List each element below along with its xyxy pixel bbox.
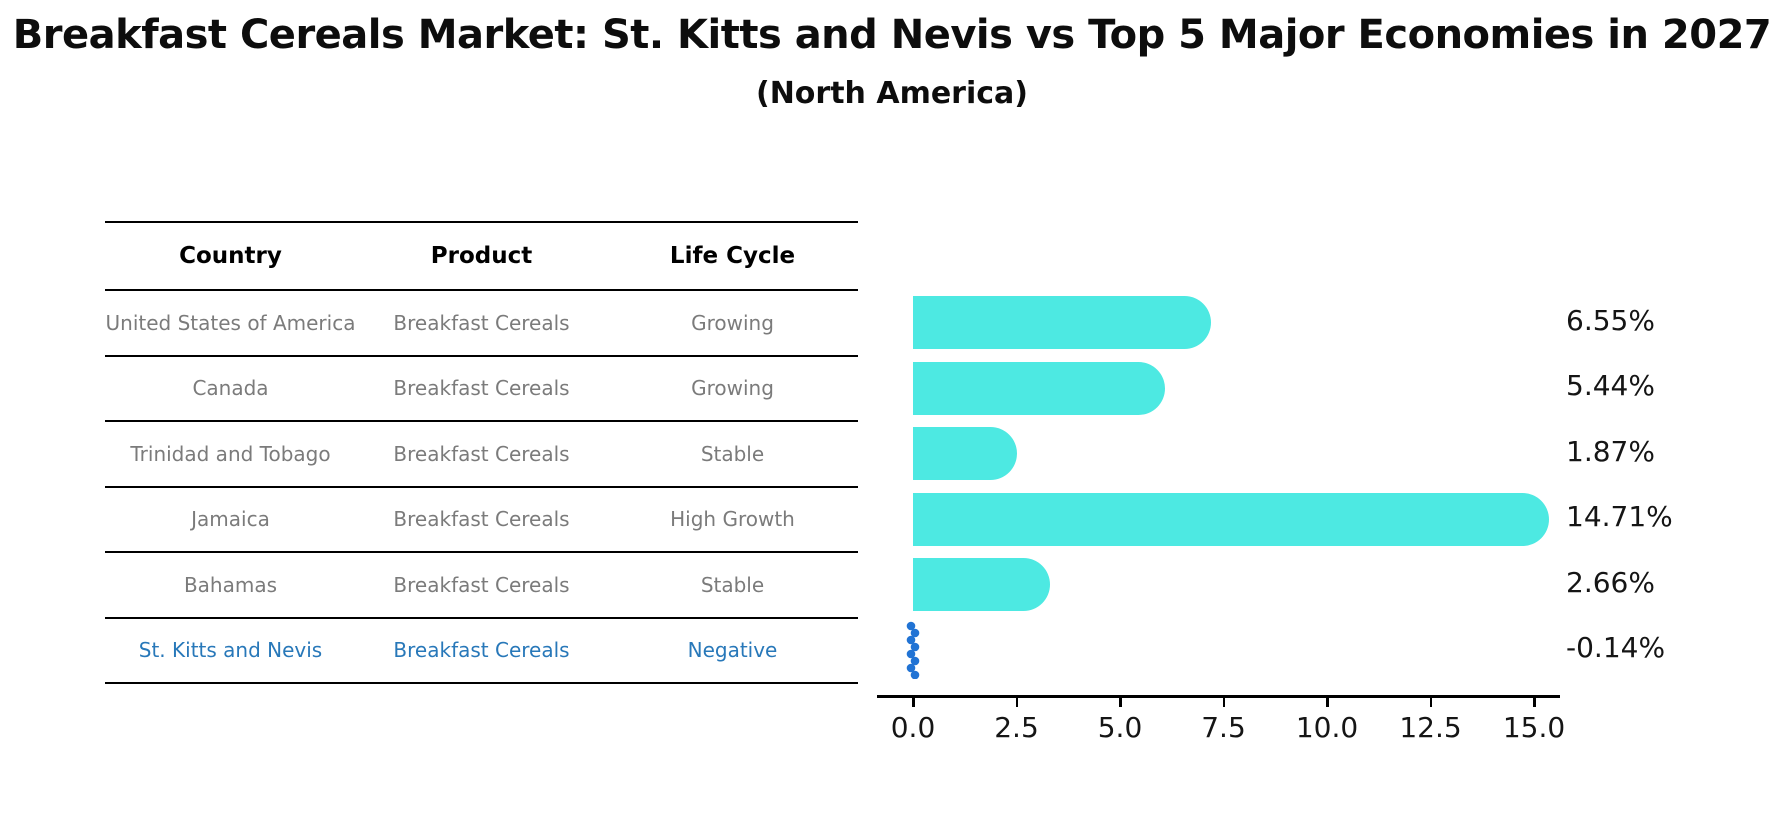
value-label: 2.66% <box>1566 565 1655 599</box>
cell-product: Breakfast Cereals <box>393 441 570 466</box>
table-rule <box>105 616 858 619</box>
x-axis-line <box>877 695 1560 698</box>
table-rule <box>105 354 858 357</box>
y-axis-tick <box>841 551 858 553</box>
table-row: Bahamas Breakfast Cereals Stable <box>105 552 858 618</box>
value-label: 14.71% <box>1566 500 1673 534</box>
x-axis-tick-label: 7.5 <box>1201 711 1246 744</box>
x-axis-tick-label: 0.0 <box>890 711 936 744</box>
y-axis-tick <box>841 682 858 684</box>
y-axis-tick <box>841 354 858 357</box>
bar-united-states-of-america <box>913 296 1212 350</box>
cell-product: Breakfast Cereals <box>393 507 570 532</box>
chart-subtitle: (North America) <box>755 76 1028 111</box>
x-axis-tick <box>1533 697 1536 707</box>
cell-product: Breakfast Cereals <box>393 310 570 335</box>
negative-value-marker <box>906 621 920 680</box>
cell-life-cycle: High Growth <box>670 507 795 532</box>
bar-canada <box>913 361 1166 415</box>
bar-trinidad-and-tobago <box>913 427 1018 481</box>
x-axis-tick <box>912 697 915 707</box>
x-axis-tick-label: 15.0 <box>1502 711 1566 744</box>
x-axis-tick <box>1015 697 1018 707</box>
y-axis-tick <box>841 289 858 291</box>
table-rule <box>105 551 858 553</box>
cell-life-cycle: Stable <box>700 441 765 466</box>
table-rule <box>105 289 858 291</box>
table-rule <box>105 485 858 488</box>
table-row: Jamaica Breakfast Cereals High Growth <box>105 487 858 553</box>
cell-product: Breakfast Cereals <box>393 572 570 597</box>
cell-life-cycle: Negative <box>687 638 778 663</box>
table-row: St. Kitts and Nevis Breakfast Cereals Nega… <box>105 618 858 684</box>
y-axis-tick <box>841 616 858 619</box>
cell-life-cycle: Stable <box>700 572 765 597</box>
cell-country: St. Kitts and Nevis <box>138 638 323 663</box>
value-label: 1.87% <box>1566 434 1655 468</box>
cell-country: Jamaica <box>191 507 270 532</box>
table-header-row: Country Product Life Cycle <box>105 222 858 290</box>
table-header-life-cycle: Life Cycle <box>669 243 796 269</box>
value-label: 6.55% <box>1566 303 1655 337</box>
x-axis-tick <box>1119 697 1122 707</box>
x-axis-tick-label: 10.0 <box>1295 711 1359 744</box>
table-row: United States of America Breakfast Cereal… <box>105 290 858 356</box>
bar-jamaica <box>913 492 1549 546</box>
table-header-country: Country <box>179 243 282 269</box>
x-axis-tick <box>1429 697 1432 707</box>
cell-product: Breakfast Cereals <box>393 376 570 401</box>
table-row: Canada Breakfast Cereals Growing <box>105 356 858 422</box>
table-header-product: Product <box>430 243 533 269</box>
table-rule <box>105 221 858 223</box>
bar-bahamas <box>913 558 1051 612</box>
cell-life-cycle: Growing <box>691 310 774 335</box>
cell-life-cycle: Growing <box>691 376 774 401</box>
x-axis-tick-label: 2.5 <box>994 711 1039 744</box>
cell-country: Trinidad and Tobago <box>130 441 331 466</box>
table-rule <box>105 420 858 422</box>
x-axis-tick <box>1222 697 1225 707</box>
value-label: -0.14% <box>1566 631 1666 665</box>
table-row: Trinidad and Tobago Breakfast Cereals Stab… <box>105 421 858 487</box>
y-axis-tick <box>841 420 858 422</box>
chart-title: Breakfast Cereals Market: St. Kitts and … <box>12 12 1772 58</box>
cell-country: Canada <box>192 376 269 401</box>
value-label: 5.44% <box>1566 369 1655 403</box>
cell-country: Bahamas <box>183 572 278 597</box>
cell-product: Breakfast Cereals <box>393 638 570 663</box>
table-rule <box>105 682 858 684</box>
y-axis-tick <box>841 485 858 488</box>
x-axis-tick-label: 5.0 <box>1097 711 1143 744</box>
x-axis-tick-label: 12.5 <box>1399 711 1462 744</box>
cell-country: United States of America <box>105 310 356 335</box>
x-axis-tick <box>1326 697 1329 707</box>
